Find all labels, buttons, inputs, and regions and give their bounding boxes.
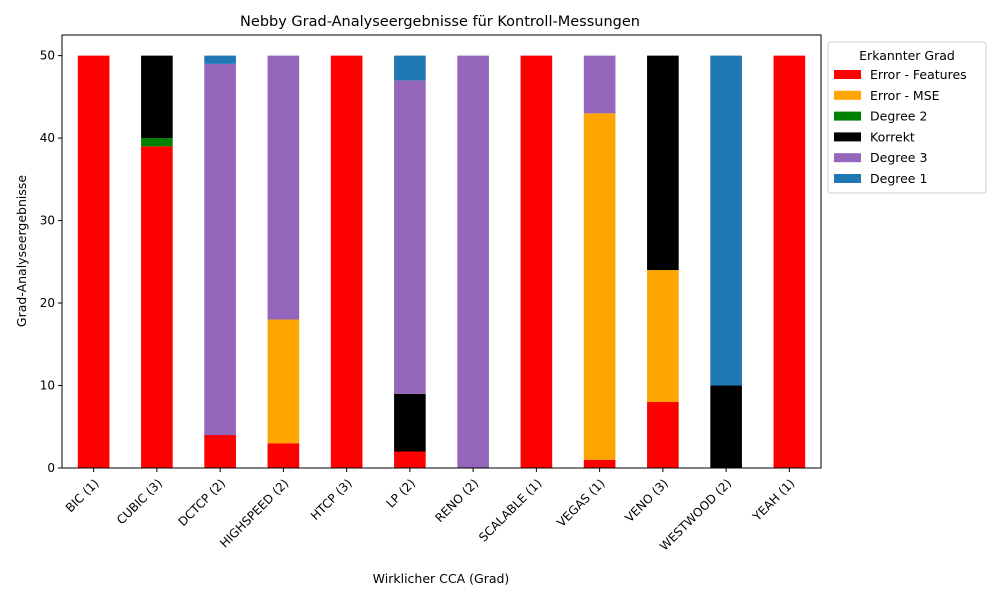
- y-tick-label: 50: [40, 49, 55, 63]
- legend-label: Error - Features: [870, 67, 967, 82]
- legend-label: Degree 3: [870, 150, 927, 165]
- bar-segment: [204, 55, 236, 64]
- legend-items: Error - Features Error - MSE Degree 2 Korre…: [834, 67, 967, 186]
- x-tick-label: HIGHSPEED (2): [217, 476, 291, 550]
- bar-segment: [330, 55, 363, 468]
- y-tick-label: 10: [40, 379, 55, 393]
- bar-segment: [647, 55, 679, 271]
- y-tick-label: 20: [40, 296, 55, 310]
- legend-box: [827, 41, 987, 194]
- y-tick-label: 30: [40, 214, 55, 228]
- bar-segment: [267, 319, 300, 444]
- x-tick-label: HTCP (3): [308, 476, 355, 523]
- plot-area: [77, 55, 806, 469]
- bar-segment: [647, 402, 679, 468]
- x-tick-label: YEAH (1): [749, 476, 797, 524]
- legend-swatch: [834, 90, 861, 100]
- bar-segment: [204, 63, 236, 436]
- bar-segment: [583, 113, 616, 460]
- bar-segment: [394, 393, 426, 452]
- y-axis: 0 10 20 30 40 50: [40, 49, 62, 475]
- bar-segment: [394, 451, 426, 468]
- bar-segment: [141, 55, 173, 139]
- bar-segment: [77, 55, 110, 468]
- bar-segment: [267, 443, 300, 468]
- bar-segment: [457, 55, 489, 468]
- legend-label: Korrekt: [870, 129, 915, 144]
- y-tick-label: 0: [47, 461, 55, 475]
- x-tick-label: RENO (2): [432, 476, 481, 525]
- legend-swatch: [834, 70, 861, 79]
- bar-segment: [394, 80, 426, 394]
- x-tick-label: CUBIC (3): [114, 476, 165, 527]
- bar-segment: [141, 146, 173, 469]
- x-tick-label: DCTCP (2): [175, 476, 228, 529]
- bar-segment: [647, 270, 679, 403]
- bar-segment: [583, 55, 616, 114]
- y-tick-label: 40: [40, 131, 55, 145]
- bar-segment: [773, 55, 806, 468]
- x-axis-label: Wirklicher CCA (Grad): [373, 571, 510, 586]
- bar-segment: [520, 55, 553, 468]
- plot-frame: [61, 34, 822, 469]
- x-tick-label: VENO (3): [622, 476, 671, 525]
- x-tick-label: LP (2): [384, 476, 418, 510]
- x-tick-label: BIC (1): [63, 476, 102, 515]
- bar-segment: [267, 55, 300, 320]
- bar-segment: [710, 385, 742, 468]
- bar-segment: [204, 435, 236, 468]
- legend-label: Degree 2: [870, 109, 927, 124]
- y-axis-label: Grad-Analyseergebnisse: [14, 175, 29, 327]
- legend-title: Erkannter Grad: [859, 48, 955, 63]
- x-tick-label: SCALABLE (1): [476, 476, 544, 544]
- legend-swatch: [834, 174, 861, 183]
- legend: Erkannter Grad Error - Features Error - M…: [827, 41, 987, 194]
- bar-segment: [141, 138, 173, 147]
- legend-swatch: [834, 111, 861, 121]
- chart-title: Nebby Grad-Analyseergebnisse für Kontrol…: [240, 14, 640, 30]
- x-axis: BIC (1) CUBIC (3) DCTCP (2)HIGHSPEED (2) HT…: [63, 468, 797, 553]
- legend-swatch: [834, 132, 861, 142]
- legend-label: Error - MSE: [870, 88, 940, 103]
- bar-segment: [710, 55, 742, 386]
- bar-segment: [394, 55, 426, 81]
- legend-label: Degree 1: [870, 171, 927, 186]
- bar-segment: [583, 459, 616, 468]
- legend-swatch: [834, 153, 861, 163]
- x-tick-label: VEGAS (1): [554, 476, 608, 530]
